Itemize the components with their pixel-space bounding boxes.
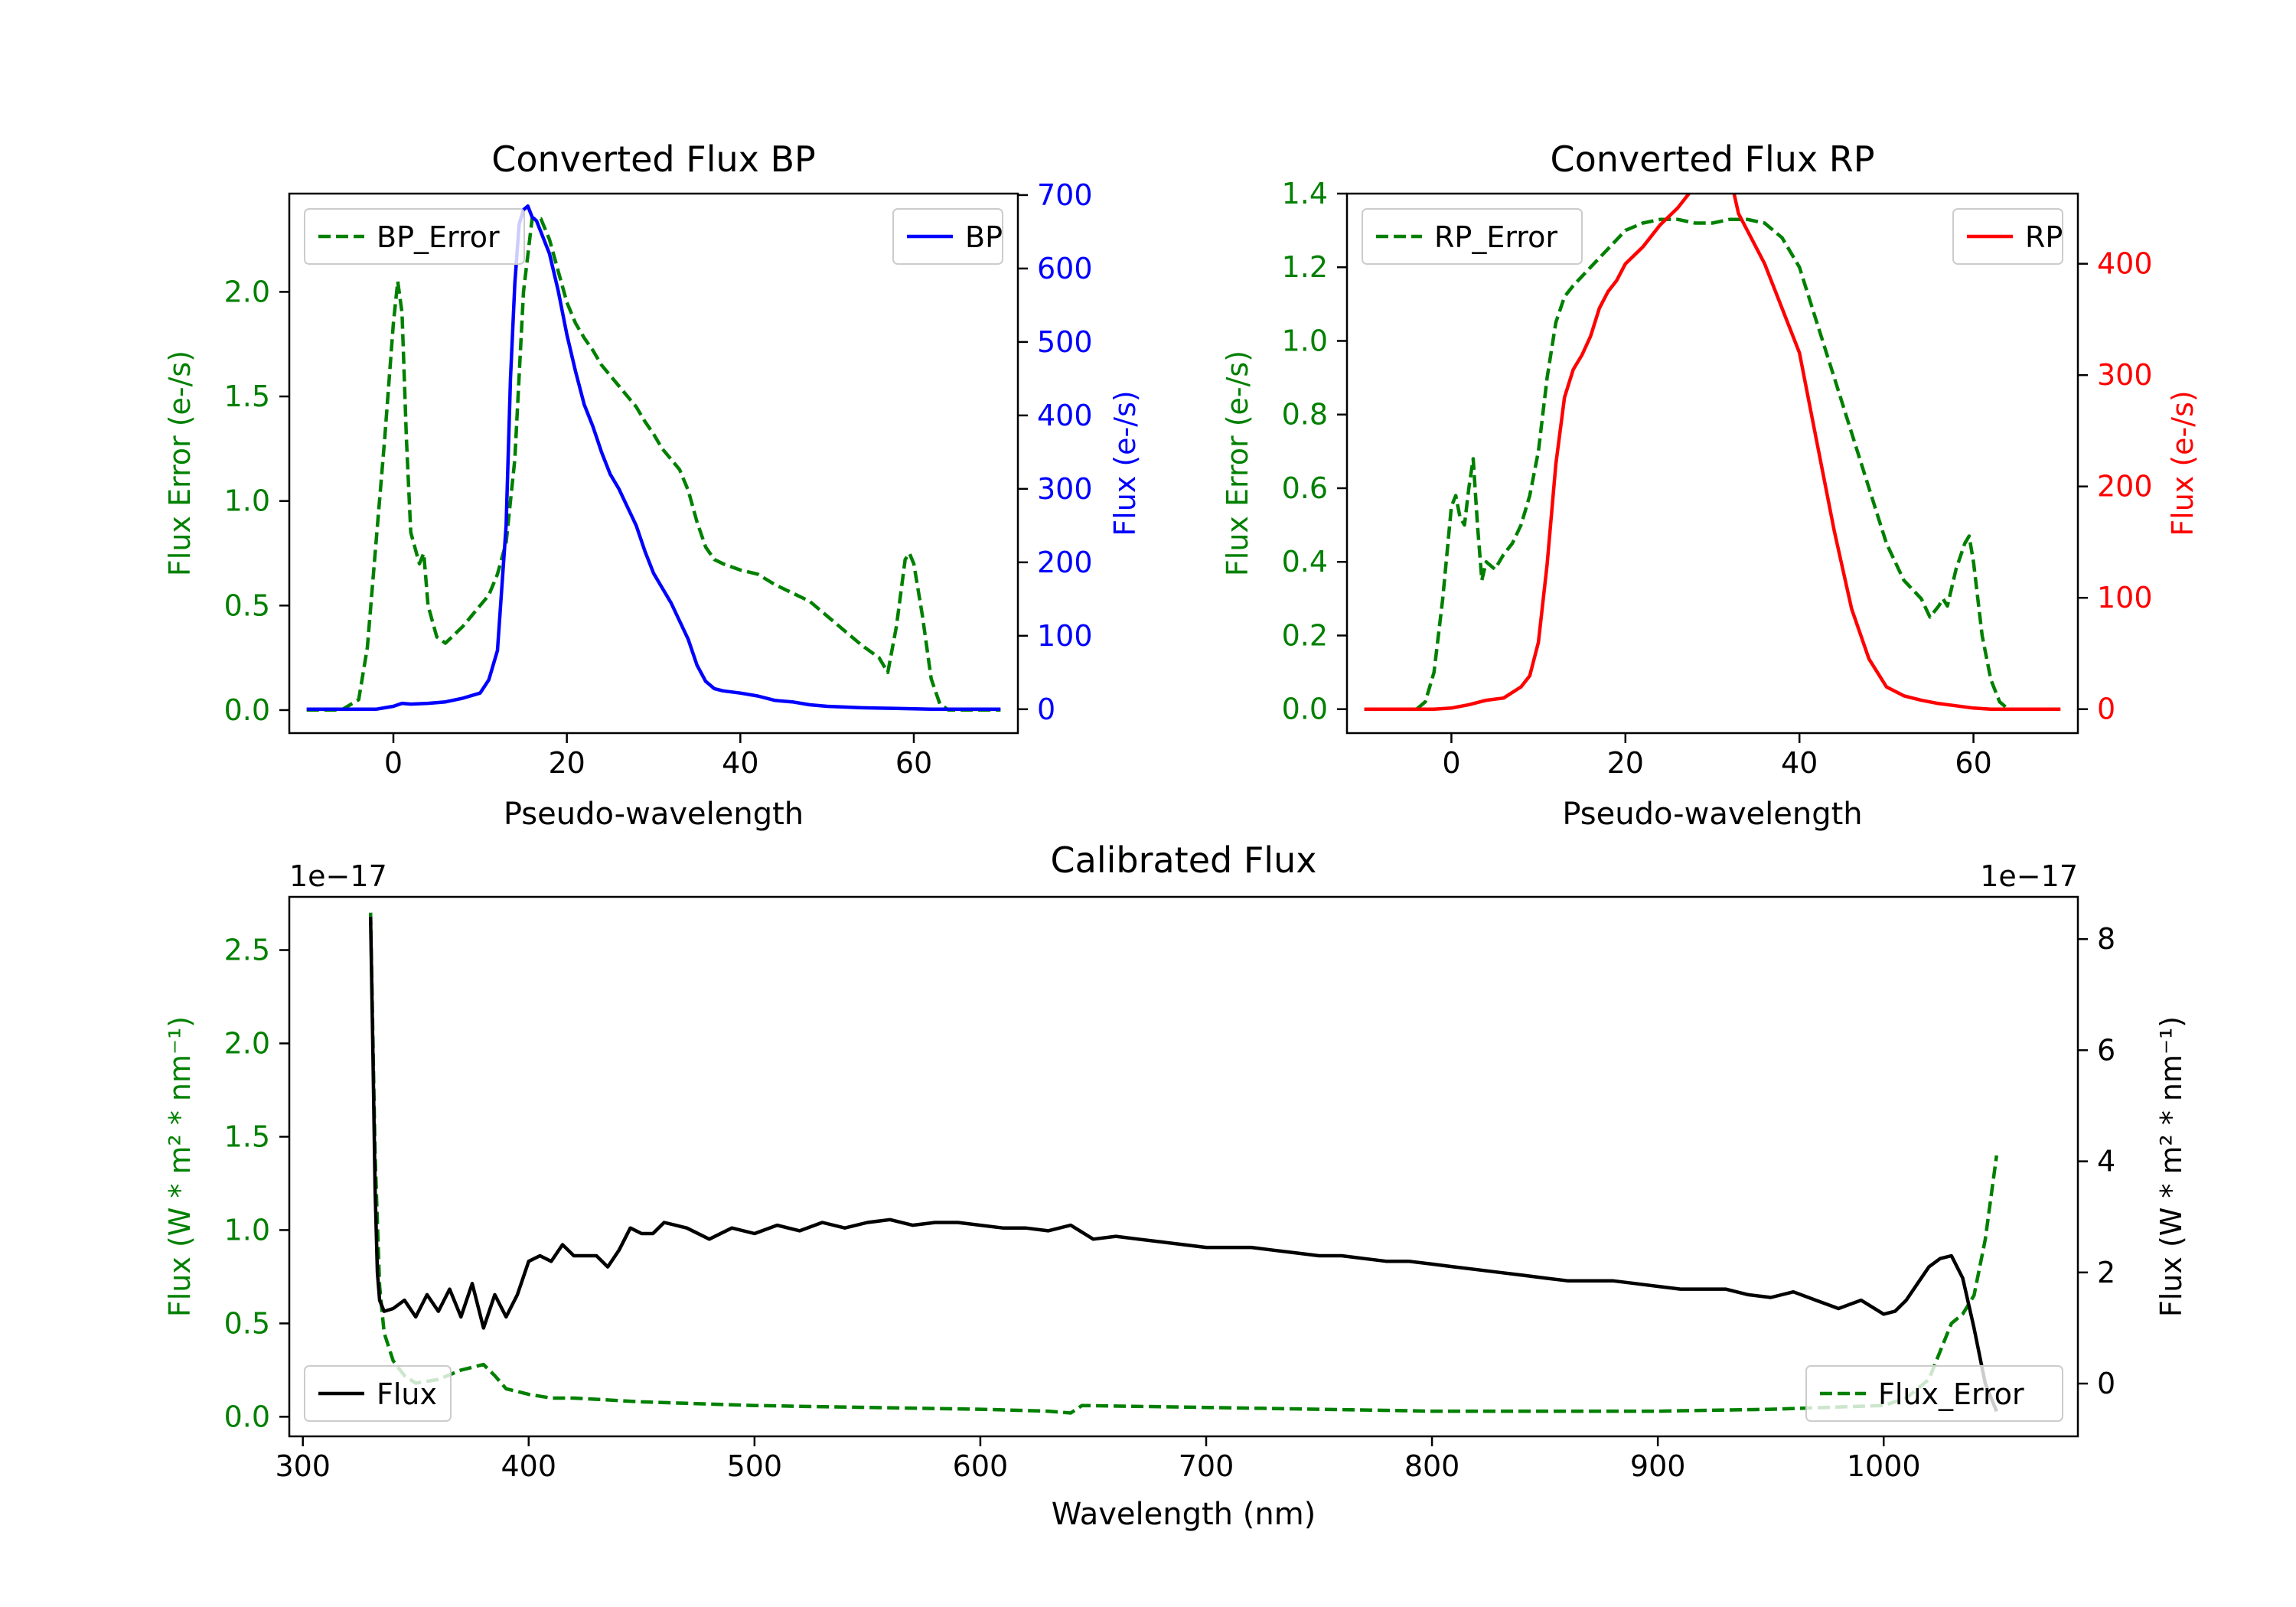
- x-axis-label: Pseudo-wavelength: [1562, 797, 1862, 832]
- x-tick-label: 0: [1442, 746, 1460, 780]
- legend-label: Flux: [377, 1377, 437, 1411]
- y-left-tick-label: 1.5: [224, 380, 270, 413]
- y-left-axis-label: Flux (W * m² * nm⁻¹): [163, 1016, 197, 1317]
- y-left-tick-label: 1.0: [224, 1213, 270, 1247]
- y-right-tick-label: 8: [2097, 922, 2115, 956]
- y-right-tick-label: 400: [2097, 247, 2153, 281]
- legend-label: Flux_Error: [1878, 1377, 2024, 1411]
- x-tick-label: 0: [384, 746, 403, 780]
- series-line-bp-error: [306, 217, 1001, 712]
- legend-legend_right: Flux_Error: [1805, 1365, 2063, 1422]
- x-tick-label: 60: [895, 746, 932, 780]
- y-right-tick-label: 700: [1037, 178, 1093, 212]
- chart-bp: 0 20 40 60 0.0 0.5 1.0 1.5 2.0 0 100 200 300 400 500 60…: [163, 139, 1142, 832]
- y-right-tick-label: 600: [1037, 252, 1093, 285]
- plot-frame: [288, 895, 2079, 1438]
- y-left-tick-label: 0.4: [1282, 545, 1328, 579]
- legend-legend_left: BP_Error: [304, 208, 525, 265]
- legend-box: [304, 208, 525, 265]
- legend-legend_right: BP: [892, 208, 1003, 265]
- y-left-tick-label: 2.5: [224, 934, 270, 967]
- legend-box: [304, 1365, 452, 1422]
- y-left-tick-label: 1.5: [224, 1120, 270, 1153]
- y-left-tick-label: 0.8: [1282, 398, 1328, 432]
- y-right-tick-label: 300: [1037, 472, 1093, 506]
- y-left-tick-label: 2.0: [224, 1026, 270, 1060]
- y-right-axis-label: Flux (e-/s): [2166, 390, 2200, 536]
- x-tick-label: 800: [1404, 1449, 1460, 1483]
- legend-box: [1362, 208, 1583, 265]
- x-axis-label: Pseudo-wavelength: [504, 797, 804, 832]
- x-tick-label: 900: [1630, 1449, 1686, 1483]
- y-right-tick-label: 0: [2097, 1367, 2115, 1400]
- y-right-tick-label: 200: [2097, 470, 2153, 504]
- y-left-tick-label: 1.2: [1282, 250, 1328, 284]
- y-right-tick-label: 200: [1037, 546, 1093, 579]
- y-right-tick-label: 0: [1037, 693, 1055, 726]
- series-line-rp: [1364, 194, 2061, 711]
- y-right-tick-label: 2: [2097, 1256, 2115, 1289]
- chart-title: Converted Flux RP: [1551, 139, 1875, 180]
- legend-label: RP: [2025, 220, 2063, 254]
- legend-legend_left: Flux: [304, 1365, 452, 1422]
- y-left-axis-label: Flux Error (e-/s): [1221, 350, 1254, 576]
- x-tick-label: 300: [275, 1449, 331, 1483]
- series-line-bp: [306, 204, 1001, 712]
- y-left-tick-label: 0.5: [224, 1306, 270, 1340]
- y-left-offset-label: 1e−17: [289, 859, 387, 893]
- chart-rp: 0 20 40 60 0.0 0.2 0.4 0.6 0.8 1.0 1.2 1.4 0 100 200 30…: [1221, 139, 2200, 832]
- x-tick-label: 700: [1179, 1449, 1234, 1483]
- y-left-tick-label: 0.0: [224, 693, 270, 727]
- y-right-axis-label: Flux (W * m² * nm⁻¹): [2154, 1016, 2188, 1317]
- legend-legend_left: RP_Error: [1362, 208, 1583, 265]
- y-left-tick-label: 1.0: [1282, 324, 1328, 357]
- x-tick-label: 60: [1955, 746, 1991, 780]
- series-line-flux: [368, 917, 1998, 1413]
- y-left-tick-label: 0.2: [1282, 618, 1328, 652]
- legend-box: [1805, 1365, 2063, 1422]
- y-right-tick-label: 100: [1037, 619, 1093, 653]
- series-line-rp-error: [1364, 217, 2061, 711]
- y-right-offset-label: 1e−17: [1980, 859, 2078, 893]
- x-tick-label: 40: [1781, 746, 1818, 780]
- x-tick-label: 40: [722, 746, 758, 780]
- x-tick-label: 600: [953, 1449, 1009, 1483]
- chart-calibrated: 300 400 500 600 700 800 900 1000 0.0 0.5 1.0 1.5 2.0…: [163, 839, 2188, 1532]
- y-left-axis-label: Flux Error (e-/s): [163, 350, 197, 576]
- legend-label: RP_Error: [1434, 220, 1557, 254]
- legend-label: BP: [965, 220, 1003, 254]
- x-axis-label: Wavelength (nm): [1052, 1497, 1316, 1532]
- y-left-tick-label: 0.6: [1282, 471, 1328, 505]
- y-left-tick-label: 0.5: [224, 588, 270, 622]
- plot-frame: [288, 192, 1019, 735]
- y-left-tick-label: 0.0: [1282, 693, 1328, 726]
- series-line-flux-error: [368, 912, 1999, 1415]
- x-tick-label: 20: [1607, 746, 1644, 780]
- y-left-tick-label: 1.4: [1282, 177, 1328, 210]
- x-tick-label: 20: [548, 746, 585, 780]
- y-left-tick-label: 1.0: [224, 484, 270, 518]
- x-tick-label: 400: [501, 1449, 557, 1483]
- chart-title: Converted Flux BP: [491, 139, 816, 180]
- x-tick-label: 1000: [1847, 1449, 1921, 1483]
- legend-label: BP_Error: [377, 220, 500, 254]
- y-left-tick-label: 2.0: [224, 275, 270, 308]
- plot-frame: [1345, 192, 2079, 735]
- y-right-tick-label: 400: [1037, 399, 1093, 432]
- y-right-tick-label: 4: [2097, 1145, 2115, 1178]
- y-right-tick-label: 500: [1037, 325, 1093, 359]
- chart-title: Calibrated Flux: [1051, 839, 1317, 881]
- y-right-axis-label: Flux (e-/s): [1108, 390, 1142, 536]
- y-left-tick-label: 0.0: [224, 1400, 270, 1433]
- legend-legend_right: RP: [1952, 208, 2063, 265]
- x-tick-label: 500: [727, 1449, 783, 1483]
- y-right-tick-label: 0: [2097, 693, 2115, 726]
- y-right-tick-label: 6: [2097, 1033, 2115, 1067]
- y-right-tick-label: 100: [2097, 581, 2153, 614]
- y-right-tick-label: 300: [2097, 358, 2153, 392]
